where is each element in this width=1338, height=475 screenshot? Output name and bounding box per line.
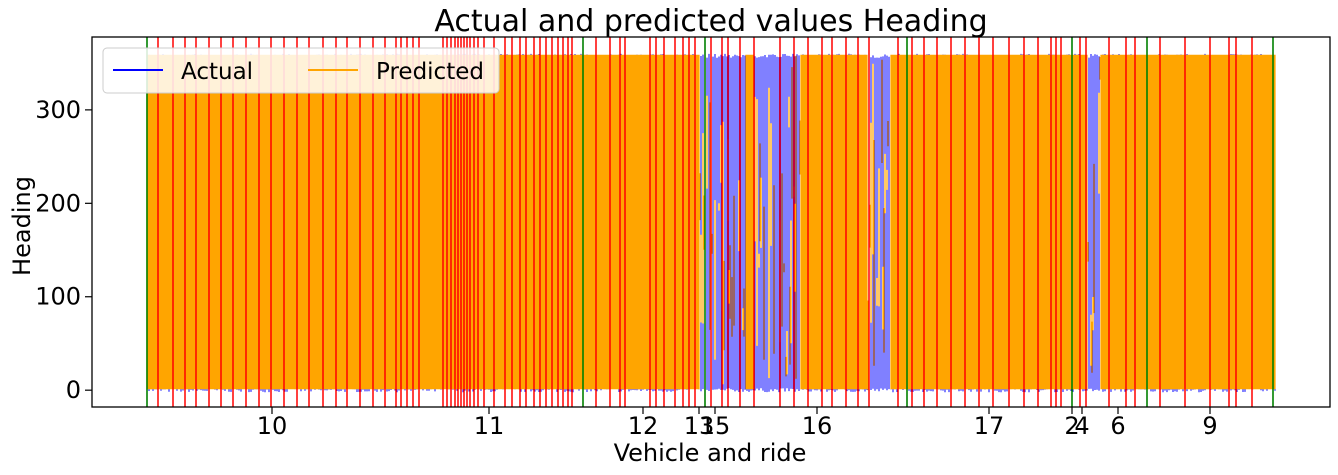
x-axis-label: Vehicle and ride — [614, 439, 807, 467]
x-tick-label: 10 — [257, 412, 288, 440]
y-axis-label: Heading — [8, 176, 36, 276]
x-tick-label: 17 — [974, 412, 1005, 440]
legend: Actual Predicted — [102, 47, 500, 94]
y-tick-label: 200 — [35, 189, 81, 217]
x-tick-label: 9 — [1202, 412, 1217, 440]
legend-box — [102, 47, 500, 94]
x-tick-label: 4 — [1074, 412, 1089, 440]
legend-predicted-label: Predicted — [376, 59, 484, 85]
x-tick-label: 12 — [628, 412, 659, 440]
x-tick-label: 6 — [1110, 412, 1125, 440]
x-tick-label: 13 — [684, 412, 715, 440]
x-tick-label: 11 — [474, 412, 505, 440]
x-tick-label: 2 — [1064, 412, 1079, 440]
legend-actual-label: Actual — [181, 59, 253, 85]
y-tick-label: 100 — [35, 283, 81, 311]
chart-title: Actual and predicted values Heading — [434, 4, 987, 39]
x-tick-label: 15 — [700, 412, 731, 440]
plot-frame — [91, 36, 1331, 408]
y-tick-label: 300 — [35, 96, 81, 124]
y-tick-label: 0 — [66, 376, 81, 404]
x-tick-label: 16 — [802, 412, 833, 440]
